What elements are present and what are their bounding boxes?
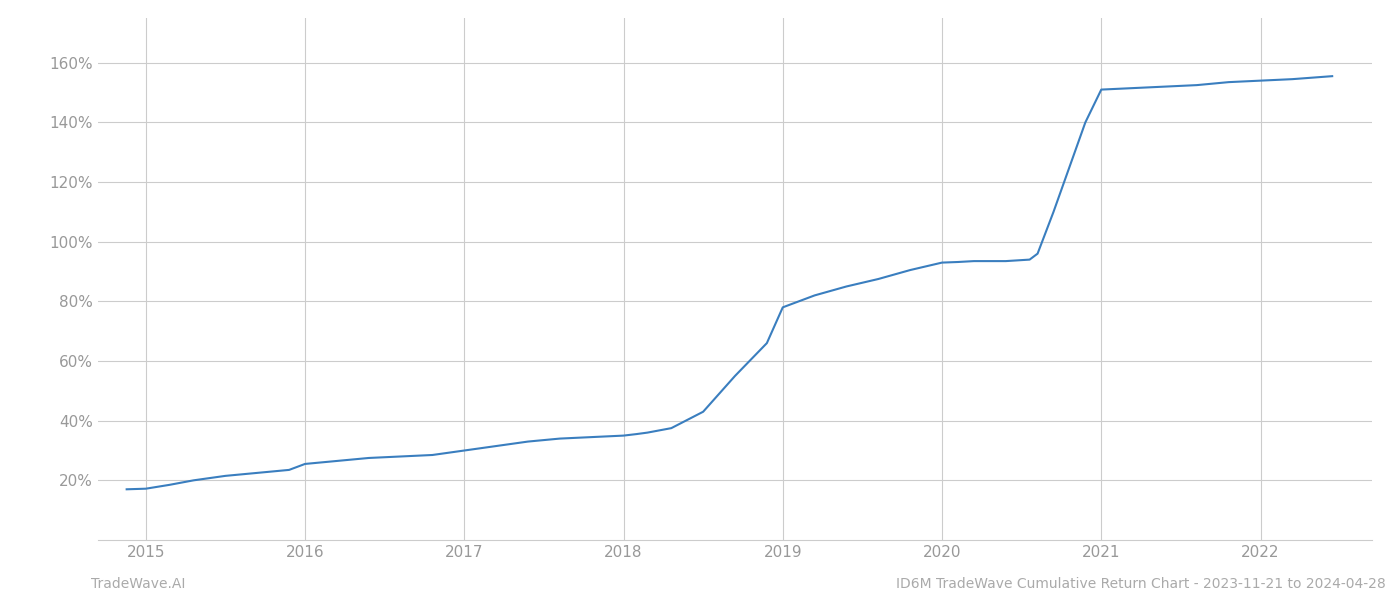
Text: TradeWave.AI: TradeWave.AI	[91, 577, 185, 591]
Text: ID6M TradeWave Cumulative Return Chart - 2023-11-21 to 2024-04-28: ID6M TradeWave Cumulative Return Chart -…	[896, 577, 1386, 591]
